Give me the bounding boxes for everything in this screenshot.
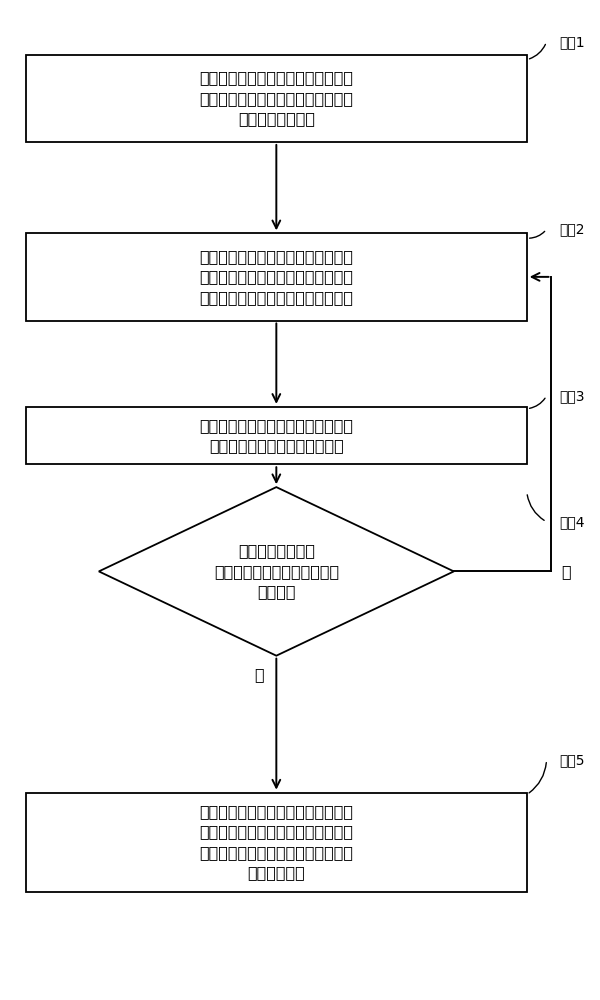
FancyBboxPatch shape (26, 55, 527, 142)
Text: 步骤2: 步骤2 (559, 222, 585, 236)
Text: 步骤4: 步骤4 (559, 515, 585, 529)
FancyBboxPatch shape (26, 793, 527, 892)
Text: 步骤5: 步骤5 (559, 753, 585, 767)
Polygon shape (99, 487, 454, 656)
FancyBboxPatch shape (26, 407, 527, 464)
Text: 否: 否 (562, 564, 571, 579)
Text: 通过智能终端从物联网云平台上获取
授权电子钥匙，并将该授权电子钥匙
保存于智能终端内: 通过智能终端从物联网云平台上获取 授权电子钥匙，并将该授权电子钥匙 保存于智能终… (199, 70, 353, 126)
Text: 是: 是 (254, 668, 263, 683)
Text: 智能终端自动向通行设备发送授权电
子钥匙，所述通行设备通过所述授权
电子钥匙进行鉴权，并在鉴权成功后
通行设备开锁: 智能终端自动向通行设备发送授权电 子钥匙，所述通行设备通过所述授权 电子钥匙进行… (199, 804, 353, 880)
Text: 智能终端自动判断
所述实际距离是否小于或等于
第一距离: 智能终端自动判断 所述实际距离是否小于或等于 第一距离 (214, 543, 339, 599)
Text: 步骤1: 步骤1 (559, 35, 585, 49)
Text: 已开启蓝牙功能的智能终端自动接收
自通行设备发出的第一信号，且第一
信号为通行设备内的信标设备的信号: 已开启蓝牙功能的智能终端自动接收 自通行设备发出的第一信号，且第一 信号为通行设… (199, 249, 353, 305)
Text: 智能终端根据第一信号自动计算智能
终端与通行设备之间的实际距离: 智能终端根据第一信号自动计算智能 终端与通行设备之间的实际距离 (199, 418, 353, 453)
FancyBboxPatch shape (26, 233, 527, 321)
Text: 步骤3: 步骤3 (559, 389, 585, 403)
